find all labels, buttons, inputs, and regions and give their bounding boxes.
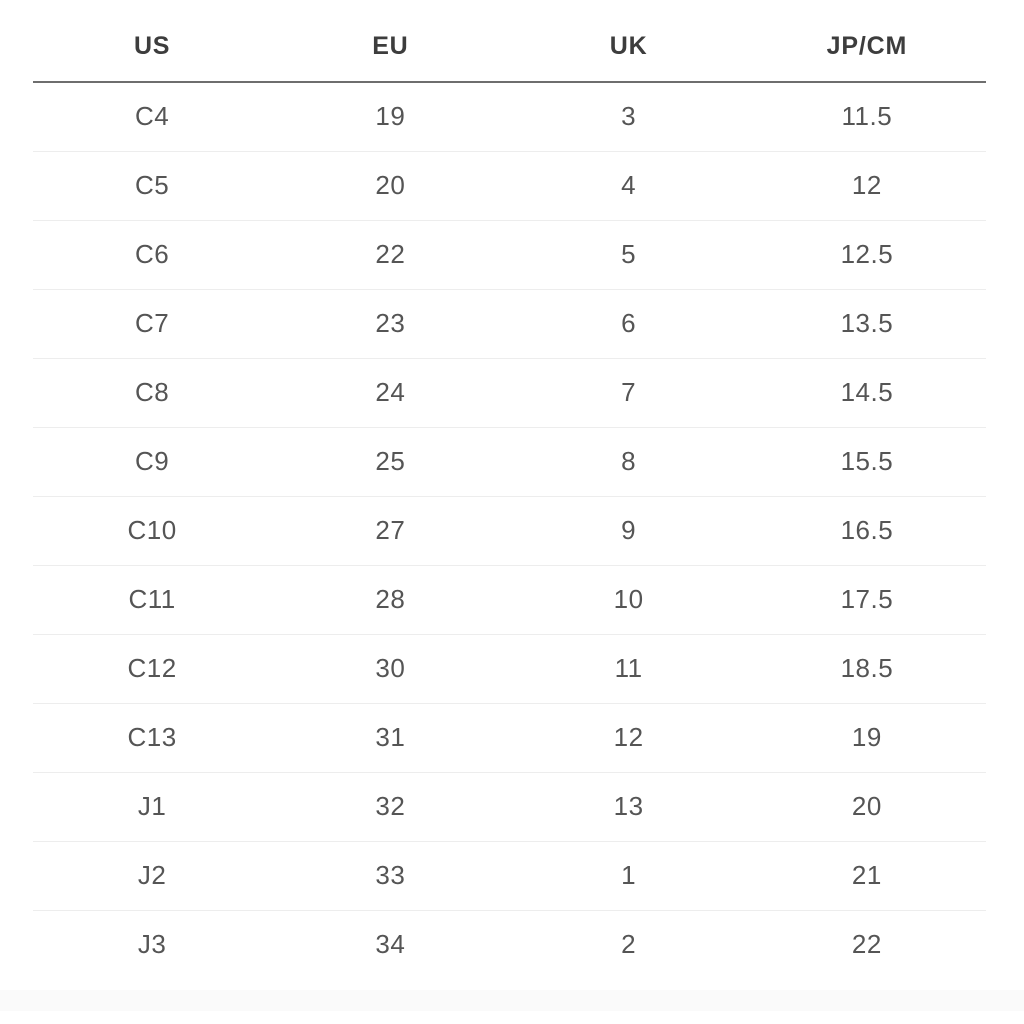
table-row: C11 28 10 17.5 (33, 565, 986, 635)
cell-jp-cm: 19 (747, 703, 986, 773)
table-row: C13 31 12 19 (33, 703, 986, 773)
cell-us: C5 (33, 151, 272, 221)
cell-jp-cm: 15.5 (747, 427, 986, 497)
cell-eu: 19 (271, 82, 510, 152)
cell-us: C12 (33, 634, 272, 704)
cell-us: J3 (137, 929, 167, 960)
column-header-us: US (33, 0, 272, 83)
cell-us: C7 (33, 289, 272, 359)
cell-jp-cm: 16.5 (747, 496, 986, 566)
cell-us: C9 (33, 427, 272, 497)
cell-jp-cm: 22 (851, 929, 882, 960)
cell-us: C4 (33, 82, 272, 152)
cell-uk: 12 (509, 703, 748, 773)
cell-eu: 24 (271, 358, 510, 428)
cell-us: C10 (33, 496, 272, 566)
table-row: C4 19 3 11.5 (33, 82, 986, 152)
cell-us: C6 (33, 220, 272, 290)
cell-eu: 33 (271, 841, 510, 911)
cell-jp-cm: 17.5 (747, 565, 986, 635)
cell-uk: 6 (509, 289, 748, 359)
cell-eu: 31 (271, 703, 510, 773)
cell-us: J1 (33, 772, 272, 842)
cell-uk: 5 (509, 220, 748, 290)
cell-uk: 9 (509, 496, 748, 566)
cell-jp-cm: 14.5 (747, 358, 986, 428)
cell-uk: 1 (509, 841, 748, 911)
cell-uk: 11 (509, 634, 748, 704)
table-row: C5 20 4 12 (33, 151, 986, 221)
cell-us: C8 (33, 358, 272, 428)
column-header-jp-cm: JP/CM (747, 0, 986, 83)
cell-eu: 25 (271, 427, 510, 497)
cell-us: C13 (33, 703, 272, 773)
table-row: C10 27 9 16.5 (33, 496, 986, 566)
table-row: J2 33 1 21 (33, 841, 986, 911)
table-row: C8 24 7 14.5 (33, 358, 986, 428)
cell-jp-cm: 21 (747, 841, 986, 911)
table-row: C9 25 8 15.5 (33, 427, 986, 497)
cell-uk: 13 (509, 772, 748, 842)
cell-eu: 34 (375, 929, 406, 960)
cell-eu: 27 (271, 496, 510, 566)
cell-eu: 30 (271, 634, 510, 704)
cell-uk: 8 (509, 427, 748, 497)
cell-uk: 10 (509, 565, 748, 635)
table-row: C6 22 5 12.5 (33, 220, 986, 290)
table-row: C12 30 11 18.5 (33, 634, 986, 704)
cell-eu: 32 (271, 772, 510, 842)
header-row: US EU UK JP/CM (33, 0, 986, 83)
table-row: J1 32 13 20 (33, 772, 986, 842)
cell-eu: 28 (271, 565, 510, 635)
cell-uk: 2 (621, 929, 637, 960)
cell-jp-cm: 20 (747, 772, 986, 842)
size-conversion-table: US EU UK JP/CM C4 19 3 11.5 C5 20 4 12 C… (33, 0, 986, 979)
cell-jp-cm: 18.5 (747, 634, 986, 704)
table-row: C7 23 6 13.5 (33, 289, 986, 359)
column-header-eu: EU (271, 0, 510, 83)
cell-uk: 4 (509, 151, 748, 221)
cell-us: J2 (33, 841, 272, 911)
column-header-uk: UK (509, 0, 748, 83)
cell-uk: 3 (509, 82, 748, 152)
cell-us: C11 (33, 565, 272, 635)
cell-eu: 23 (271, 289, 510, 359)
size-table-header: US EU UK JP/CM (33, 0, 986, 83)
cell-jp-cm: 12.5 (747, 220, 986, 290)
page-bottom-shade (0, 990, 1024, 1011)
cell-jp-cm: 11.5 (747, 82, 986, 152)
cell-jp-cm: 13.5 (747, 289, 986, 359)
cell-eu: 20 (271, 151, 510, 221)
cell-eu: 22 (271, 220, 510, 290)
size-table-body: C4 19 3 11.5 C5 20 4 12 C6 22 5 12.5 C7 … (33, 82, 986, 979)
table-row: J3 34 2 22 (33, 910, 986, 979)
cell-uk: 7 (509, 358, 748, 428)
cell-jp-cm: 12 (747, 151, 986, 221)
